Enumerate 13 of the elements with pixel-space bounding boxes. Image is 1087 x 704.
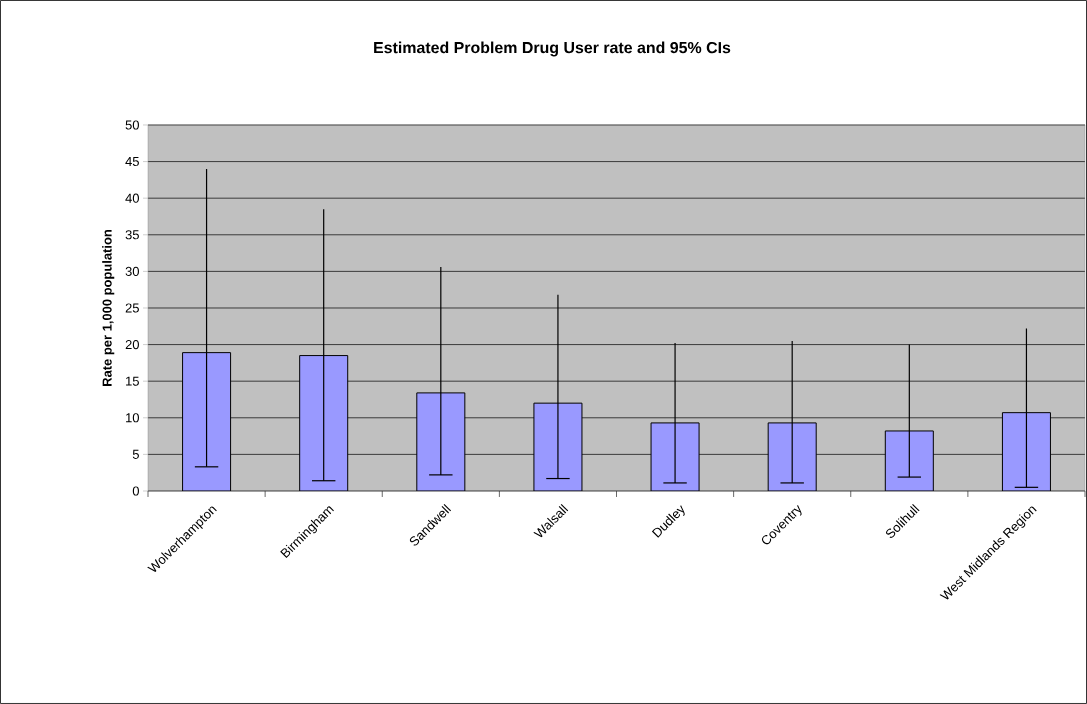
chart-title: Estimated Problem Drug User rate and 95% CIs bbox=[374, 41, 731, 57]
y-tick-label: 35 bbox=[125, 230, 139, 240]
y-tick-label: 0 bbox=[132, 486, 139, 496]
y-tick-label: 50 bbox=[125, 120, 139, 130]
y-tick-label: 45 bbox=[125, 157, 139, 167]
y-tick-label: 10 bbox=[126, 413, 139, 423]
y-tick-label: 15 bbox=[126, 376, 139, 386]
y-tick-label: 20 bbox=[125, 340, 139, 350]
y-tick-label: 40 bbox=[125, 193, 139, 203]
y-tick-label: 25 bbox=[125, 303, 139, 313]
y-axis-title: Rate per 1,000 population bbox=[102, 229, 115, 386]
y-tick-label: 30 bbox=[125, 266, 139, 276]
y-tick-label: 5 bbox=[132, 449, 139, 459]
